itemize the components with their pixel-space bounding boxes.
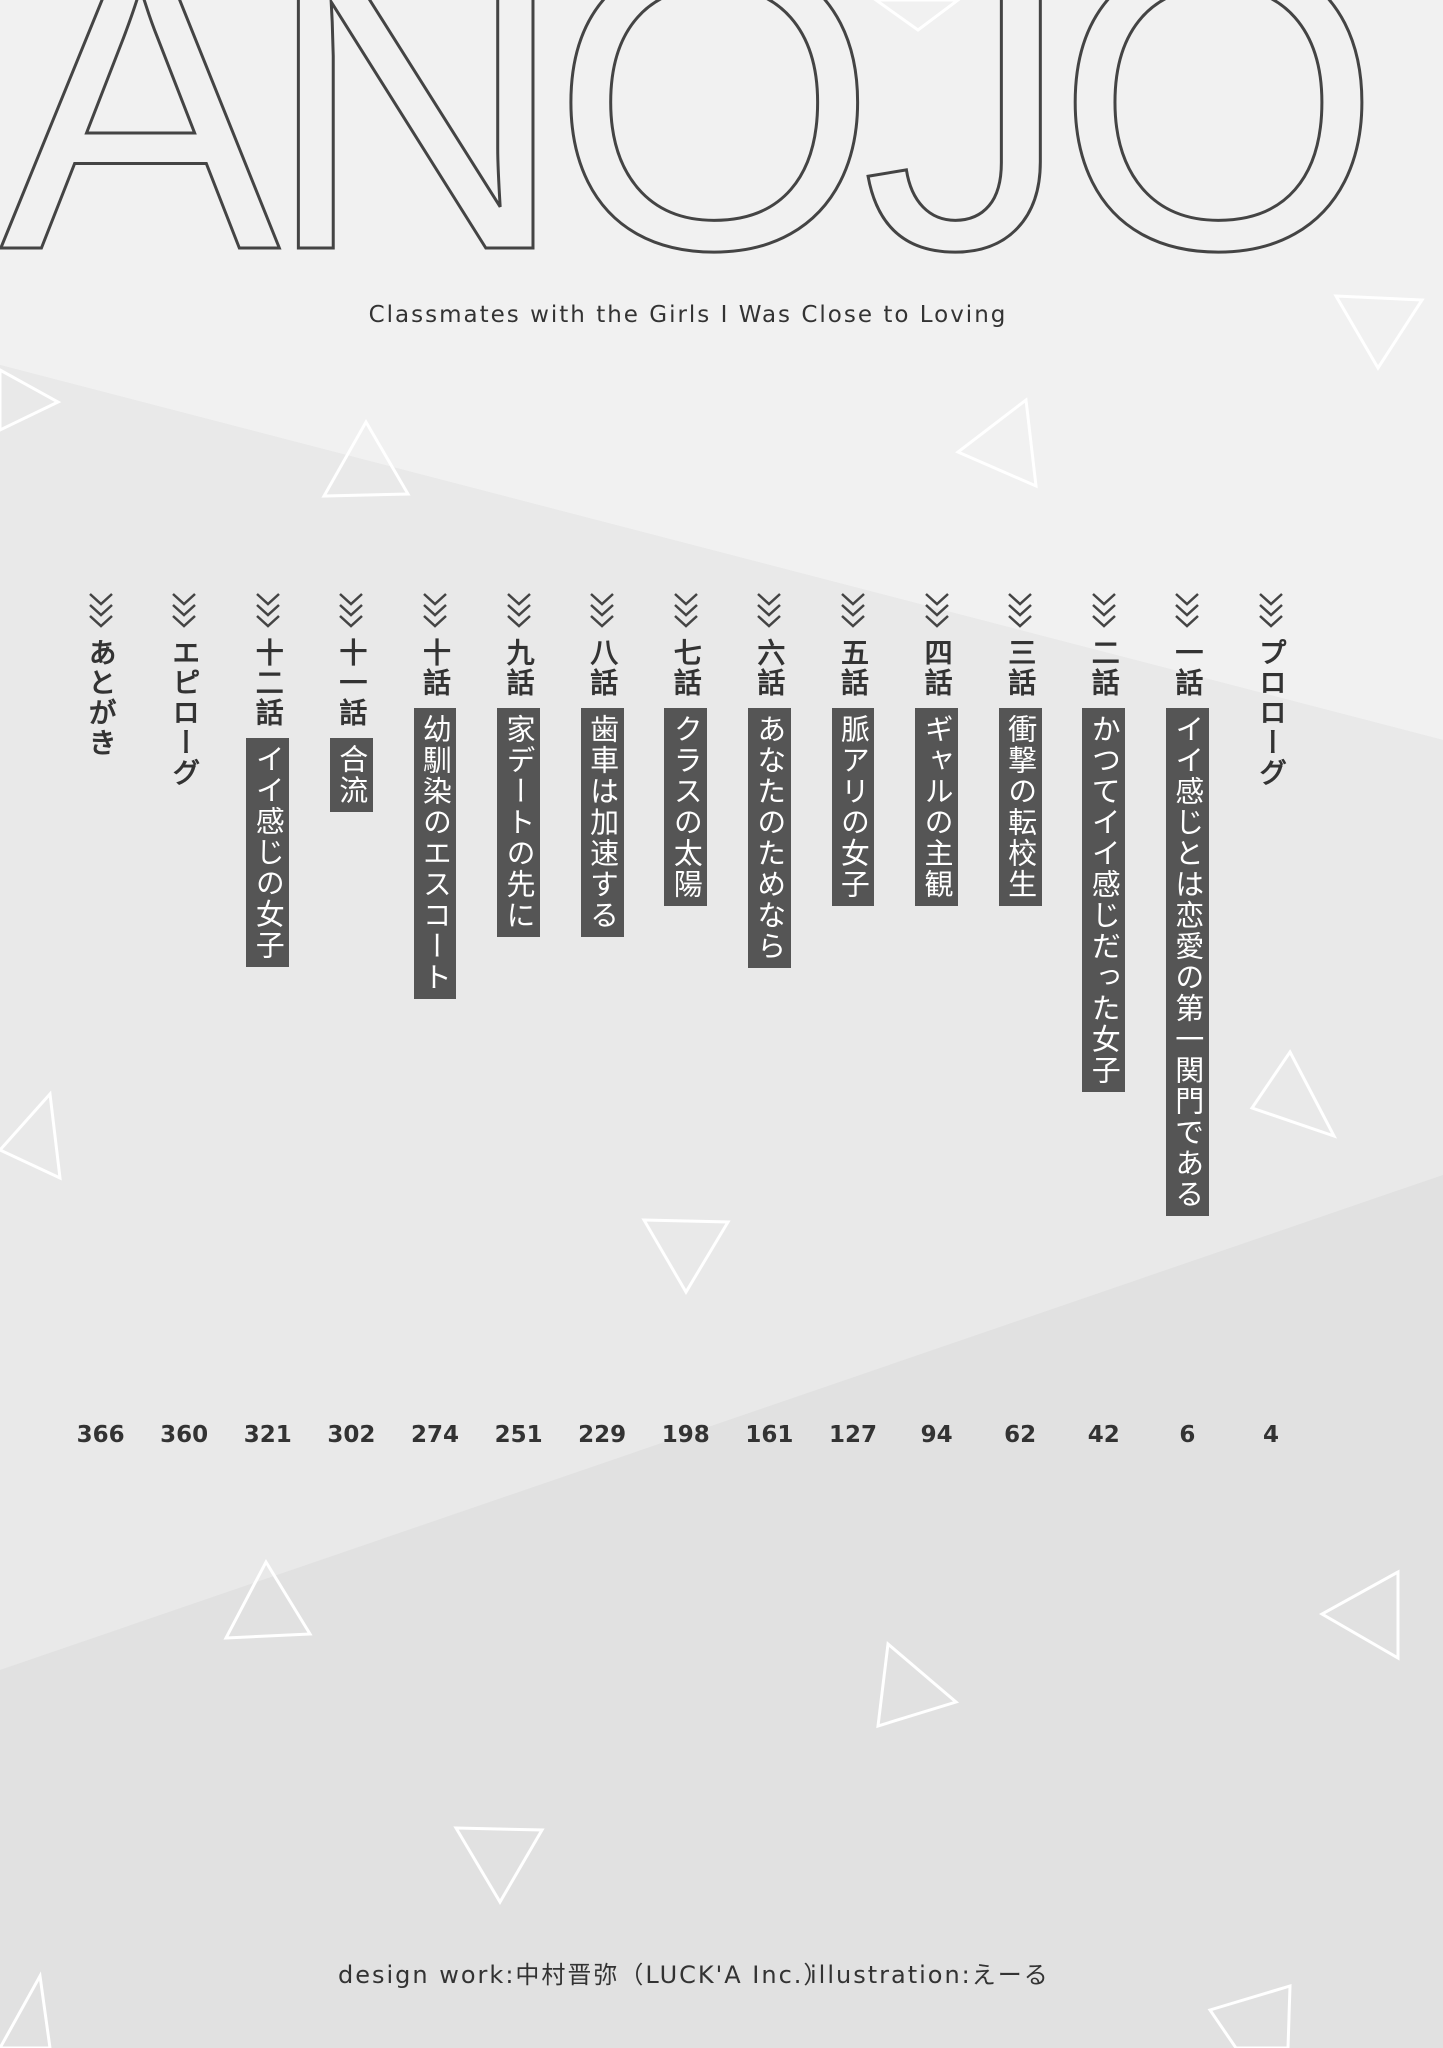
chapter-label: 一話 xyxy=(1171,638,1205,698)
chapter-title: イイ感じの女子 xyxy=(246,738,290,967)
page-number: 360 xyxy=(160,1422,209,1448)
chevron-icon xyxy=(1091,593,1116,628)
chapter-label: 十話 xyxy=(419,638,452,698)
chapter-column: 五話 脈アリの女子 xyxy=(831,592,875,906)
chevron-icon xyxy=(841,593,865,628)
page-number: 42 xyxy=(1087,1422,1120,1448)
chevron-icon xyxy=(673,593,698,628)
chapter-label: 六話 xyxy=(753,638,787,698)
page-number: 62 xyxy=(1004,1422,1037,1448)
chapter-label: 十二話 xyxy=(251,638,285,728)
design-credit: design work:中村晋弥（LUCK'A Inc.） xyxy=(338,1961,830,1989)
page-number: 6 xyxy=(1179,1422,1196,1448)
chapter-title: ギャルの主観 xyxy=(915,708,958,906)
chevron-icon xyxy=(506,593,531,628)
chevron-icon xyxy=(255,593,280,628)
chapter-title: イイ感じとは恋愛の第一関門である xyxy=(1165,708,1209,1216)
chapter-column: 七話 クラスの太陽 xyxy=(664,592,708,906)
page-number: 161 xyxy=(745,1422,794,1448)
chapter-title: 合流 xyxy=(329,738,373,812)
chevron-icon xyxy=(423,593,447,628)
chapter-label: あとがき xyxy=(84,638,118,758)
chapter-column: 十一話 合流 xyxy=(329,592,373,812)
page-number: 251 xyxy=(494,1422,543,1448)
chapter-column: あとがき xyxy=(79,592,123,758)
chapter-label: 九話 xyxy=(502,638,536,698)
chevron-icon xyxy=(88,593,113,628)
chapter-column: 一話イイ感じとは恋愛の第一関門である xyxy=(1165,592,1209,1216)
page-number: 127 xyxy=(828,1422,877,1448)
chapter-title: 衝撃の転校生 xyxy=(998,708,1042,906)
chapter-label: エピローグ xyxy=(168,638,202,788)
chapter-label: 四話 xyxy=(920,638,954,698)
chapter-column: プロローグ xyxy=(1249,592,1293,788)
page-number: 198 xyxy=(661,1422,710,1448)
page-number: 366 xyxy=(76,1422,125,1448)
illustration-credit: illustration:えーる xyxy=(810,1961,1050,1989)
chapter-column: エピローグ xyxy=(162,592,206,788)
chevron-icon xyxy=(590,593,615,628)
chapter-title: 幼馴染のエスコート xyxy=(413,708,457,999)
chapter-column: 三話 衝撃の転校生 xyxy=(998,592,1042,906)
page-number: 274 xyxy=(410,1422,459,1448)
chapter-title: 歯車は加速する xyxy=(580,708,624,937)
page-number: 94 xyxy=(920,1422,953,1448)
chevron-icon xyxy=(1175,593,1200,628)
chapter-label: プロローグ xyxy=(1255,638,1288,788)
page-number: 4 xyxy=(1262,1422,1279,1448)
chapter-title: 脈アリの女子 xyxy=(831,708,875,906)
chapter-column: 二話かつてイイ感じだった女子 xyxy=(1082,592,1126,1092)
chapter-label: 五話 xyxy=(837,638,870,698)
chevron-icon xyxy=(172,593,197,628)
chapter-column: 六話あなたのためなら xyxy=(747,592,791,968)
chapter-title: クラスの太陽 xyxy=(664,708,708,906)
chapter-title: あなたのためなら xyxy=(747,708,791,968)
chapter-column: 十二話イイ感じの女子 xyxy=(246,592,290,967)
chapter-label: 三話 xyxy=(1004,638,1038,698)
chapter-column: 八話 歯車は加速する xyxy=(580,592,624,937)
page-number: 229 xyxy=(578,1422,627,1448)
chapter-label: 十一話 xyxy=(335,638,369,728)
page-number: 321 xyxy=(243,1422,292,1448)
chevron-icon xyxy=(339,593,364,628)
chevron-icon xyxy=(1008,593,1033,628)
chapter-title: 家デートの先に xyxy=(497,708,540,937)
chapter-label: 八話 xyxy=(586,638,620,698)
chevron-icon xyxy=(924,593,949,628)
chapter-column: 九話 家デートの先に xyxy=(497,592,541,937)
chapter-column: 十話幼馴染のエスコート xyxy=(413,592,457,999)
chevron-icon xyxy=(1259,593,1283,628)
chapter-label: 七話 xyxy=(669,638,703,698)
chapter-label: 二話 xyxy=(1087,638,1121,698)
subtitle: Classmates with the Girls I Was Close to… xyxy=(368,302,1008,328)
chevron-icon xyxy=(757,593,782,628)
logo: ANOJO xyxy=(0,0,1382,338)
page-number: 302 xyxy=(327,1422,376,1448)
chapter-title: かつてイイ感じだった女子 xyxy=(1082,708,1126,1092)
chapter-column: 四話 ギャルの主観 xyxy=(915,592,959,906)
